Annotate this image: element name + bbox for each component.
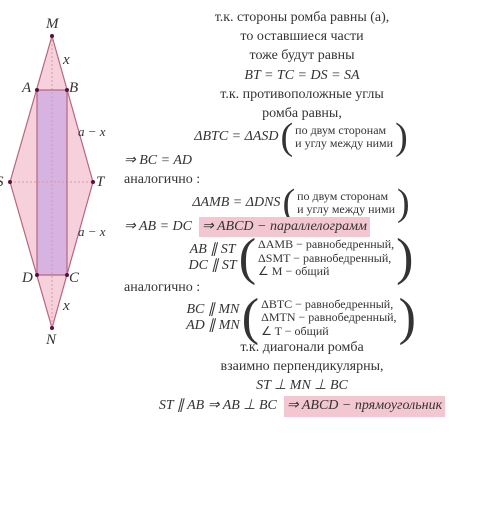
perp-eq: ST ∥ AB ⇒ AB ⊥ BC <box>159 398 277 413</box>
label-M: M <box>46 16 59 33</box>
line: т.к. стороны ромба равны (a), <box>108 9 496 27</box>
label-B: B <box>69 80 78 97</box>
label-T: T <box>96 174 104 191</box>
p1rb: ΔSMT − равнобедренный, <box>258 252 394 265</box>
triangle-eq-1: ΔBTC = ΔASD ( по двум сторонам и углу ме… <box>108 124 496 150</box>
abdc-eq: ⇒ AB = DC <box>124 219 192 234</box>
p1ra: ΔAMB − равнобедренный, <box>258 238 394 251</box>
label-A: A <box>22 80 31 97</box>
conclusion-1: ⇒ AB = DC ⇒ ABCD − параллелограмм <box>108 217 496 237</box>
equation: ST ⊥ MN ⊥ BC <box>108 377 496 395</box>
highlight-parallelogram: ⇒ ABCD − параллелограмм <box>199 217 370 237</box>
label-ax-top: a − x <box>78 124 106 140</box>
highlight-rectangle: ⇒ ABCD − прямоугольник <box>284 396 445 416</box>
line: то оставшиеся части <box>108 28 496 46</box>
conclusion-2: ST ∥ AB ⇒ AB ⊥ BC ⇒ ABCD − прямоугольник <box>108 396 496 416</box>
p1lb: DC ∥ ST <box>188 258 236 274</box>
equation: BT = TC = DS = SA <box>108 67 496 85</box>
tri-left: ΔBTC = ΔASD <box>194 128 278 146</box>
line: аналогично : <box>108 279 496 297</box>
line: т.к. диагонали ромба <box>108 339 496 357</box>
label-x-bot: x <box>63 298 70 315</box>
label-x-top: x <box>63 52 70 69</box>
tri2-r2: и углу между ними <box>297 203 395 216</box>
label-D: D <box>22 270 33 287</box>
line: взаимно перпендикулярны, <box>108 358 496 376</box>
label-N: N <box>46 332 56 349</box>
label-ax-bot: a − x <box>78 224 106 240</box>
proof-text: т.к. стороны ромба равны (a), то оставши… <box>108 0 500 506</box>
p2lb: AD ∥ MN <box>186 318 240 334</box>
line: ромба равны, <box>108 105 496 123</box>
label-C: C <box>69 270 79 287</box>
parallel-group-1: AB ∥ ST DC ∥ ST ( ΔAMB − равнобедренный,… <box>108 238 496 278</box>
tri2-left: ΔAMB = ΔDNS <box>192 194 280 212</box>
triangle-eq-2: ΔAMB = ΔDNS ( по двум сторонам и углу ме… <box>108 190 496 216</box>
line: тоже будут равны <box>108 47 496 65</box>
line: т.к. противоположные углы <box>108 86 496 104</box>
p2rc: ∠ T − общий <box>261 325 396 338</box>
line: ⇒ BC = AD <box>108 152 496 170</box>
p2la: BC ∥ MN <box>186 302 240 318</box>
p2rb: ΔMTN − равнобедренный, <box>261 311 396 324</box>
label-S: S <box>0 174 4 191</box>
tri-r2: и углу между ними <box>295 137 393 150</box>
diagram-svg <box>0 0 108 360</box>
line: аналогично : <box>108 171 496 189</box>
parallel-group-2: BC ∥ MN AD ∥ MN ( ΔBTC − равнобедренный,… <box>108 298 496 338</box>
p1rc: ∠ M − общий <box>258 265 394 278</box>
p1la: AB ∥ ST <box>188 242 236 258</box>
geometry-diagram: M N S T A B C D x x a − x a − x <box>0 0 108 506</box>
